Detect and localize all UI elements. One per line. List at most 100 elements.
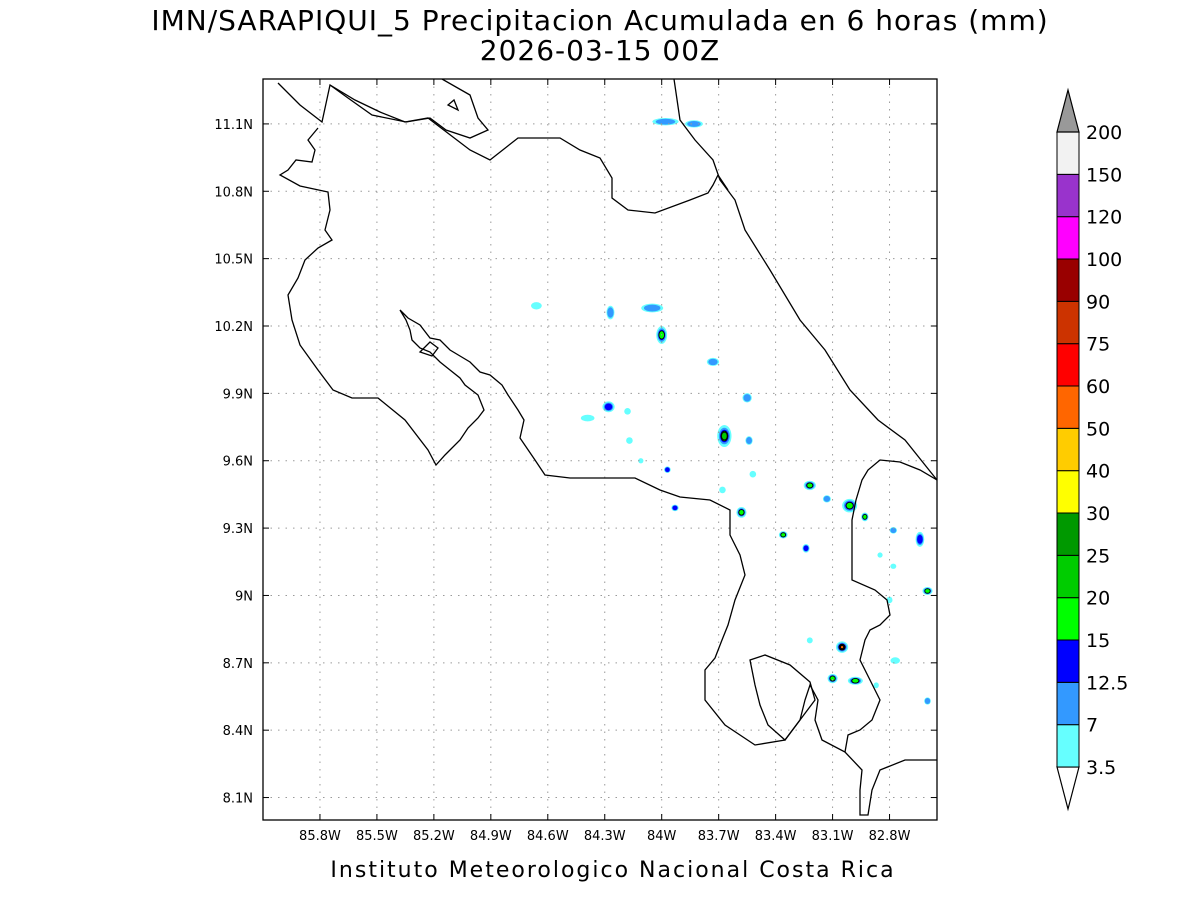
lon-tick-label: 84.3W bbox=[584, 829, 626, 844]
precip-cell bbox=[827, 673, 838, 684]
colorbar-label: 200 bbox=[1086, 122, 1122, 144]
precip-contour-level bbox=[607, 307, 614, 318]
precip-contour-level bbox=[862, 514, 868, 520]
precip-cell bbox=[602, 401, 615, 413]
precip-contour-level bbox=[530, 302, 542, 310]
precip-cell bbox=[530, 302, 542, 310]
precip-cell bbox=[842, 498, 858, 513]
precip-contour-level bbox=[886, 596, 893, 604]
colorbar-label: 90 bbox=[1086, 291, 1110, 313]
precip-cell bbox=[749, 470, 757, 478]
lat-tick-label: 8.1N bbox=[223, 792, 253, 807]
colorbar-label: 50 bbox=[1086, 418, 1110, 440]
precip-contour-level bbox=[924, 698, 931, 704]
precip-contour-level bbox=[845, 501, 854, 510]
colorbar-swatch bbox=[1056, 173, 1080, 218]
precip-cell bbox=[924, 697, 931, 705]
precip-cell bbox=[877, 552, 883, 558]
precip-contour-level bbox=[721, 431, 728, 441]
precip-contour-level bbox=[917, 534, 923, 544]
precip-contour-level bbox=[823, 495, 831, 502]
precip-cell bbox=[822, 495, 831, 503]
precip-cell bbox=[803, 480, 816, 491]
axis-ticks: 85.8W 85.5W 85.2W 84.9W 84.6W 84.3W 84W 83.7W 83… bbox=[214, 79, 937, 844]
colorbar-swatch bbox=[1056, 131, 1080, 175]
lon-tick-label: 85.2W bbox=[413, 829, 455, 844]
precip-contour-level bbox=[580, 414, 595, 422]
precip-cell bbox=[742, 393, 752, 403]
lon-tick-label: 83.7W bbox=[698, 829, 740, 844]
lon-tick-label: 85.5W bbox=[356, 829, 398, 844]
precip-contour-level bbox=[743, 394, 751, 402]
precip-cell bbox=[706, 357, 720, 366]
precip-cell bbox=[652, 118, 679, 126]
footer-credit: Instituto Meteorologico Nacional Costa R… bbox=[330, 858, 895, 883]
colorbar-swatch bbox=[1056, 258, 1080, 302]
colorbar-label: 30 bbox=[1086, 503, 1110, 525]
lat-tick-label: 8.7N bbox=[223, 657, 253, 672]
precip-cell bbox=[847, 676, 863, 685]
lat-tick-label: 9N bbox=[235, 589, 253, 604]
precip-contour-level bbox=[665, 467, 670, 472]
precip-contour-level bbox=[738, 509, 745, 516]
precip-contour-level bbox=[708, 358, 718, 366]
map-frame bbox=[262, 78, 938, 821]
lat-tick-label: 9.6N bbox=[223, 455, 253, 470]
precip-contour-level bbox=[806, 482, 814, 489]
precip-cell bbox=[624, 408, 631, 415]
colorbar-lower-arrow bbox=[1056, 766, 1080, 812]
colorbar-label: 7 bbox=[1086, 715, 1098, 737]
lat-tick-label: 10.8N bbox=[214, 185, 253, 200]
lat-tick-label: 8.4N bbox=[223, 724, 253, 739]
precip-cell bbox=[736, 506, 747, 518]
colorbar-swatch bbox=[1056, 681, 1080, 726]
lon-tick-label: 82.8W bbox=[869, 829, 911, 844]
precip-contour-level bbox=[890, 563, 897, 569]
precip-cell bbox=[889, 527, 897, 534]
nicaragua-border bbox=[277, 82, 729, 214]
precip-contour-level bbox=[672, 505, 678, 511]
colorbar-label: 40 bbox=[1086, 461, 1110, 483]
precip-cell bbox=[890, 657, 900, 664]
precip-contour-level bbox=[829, 675, 836, 682]
lon-tick-label: 83.1W bbox=[812, 829, 854, 844]
lat-tick-label: 10.2N bbox=[214, 320, 253, 335]
lat-lon-grid bbox=[263, 79, 937, 820]
colorbar-swatch bbox=[1056, 216, 1080, 260]
lat-tick-label: 9.9N bbox=[223, 387, 253, 402]
precip-cell bbox=[641, 303, 664, 313]
precip-contour-level bbox=[890, 657, 900, 664]
colorbar-swatch bbox=[1056, 385, 1080, 429]
lat-tick-label: 11.1N bbox=[214, 118, 253, 133]
precip-contour-level bbox=[746, 437, 753, 444]
golfo-dulce bbox=[749, 654, 816, 741]
precip-cell bbox=[719, 486, 726, 494]
colorbar-swatch bbox=[1056, 639, 1080, 683]
colorbar-swatch bbox=[1056, 343, 1080, 387]
colorbar-label: 12.5 bbox=[1086, 672, 1128, 694]
colorbar-label: 100 bbox=[1086, 249, 1122, 271]
precip-contour-level bbox=[687, 120, 701, 127]
caribbean-coastline bbox=[673, 79, 937, 481]
precip-cell bbox=[745, 436, 753, 445]
map-title: IMN/SARAPIQUI_5 Precipitacion Acumulada … bbox=[151, 4, 1048, 37]
lon-tick-label: 85.8W bbox=[299, 829, 341, 844]
precip-contour-level bbox=[877, 552, 883, 558]
precip-cell bbox=[606, 305, 615, 320]
precip-contour-level bbox=[638, 458, 644, 464]
precip-contour-level bbox=[873, 682, 879, 689]
precip-contour-level bbox=[719, 486, 726, 494]
precip-cell bbox=[861, 512, 869, 522]
colorbar-swatch bbox=[1056, 597, 1080, 641]
colorbar-label: 15 bbox=[1086, 630, 1110, 652]
precip-cell bbox=[717, 425, 732, 448]
lake-nicaragua-shore bbox=[329, 79, 490, 139]
precip-cell bbox=[806, 637, 813, 644]
pacific-coastline bbox=[278, 127, 937, 816]
precip-contour-level bbox=[604, 403, 613, 411]
colorbar-swatch bbox=[1056, 300, 1080, 345]
precip-cell bbox=[671, 504, 679, 512]
lat-tick-label: 10.5N bbox=[214, 253, 253, 268]
lat-tick-label: 9.3N bbox=[223, 522, 253, 537]
